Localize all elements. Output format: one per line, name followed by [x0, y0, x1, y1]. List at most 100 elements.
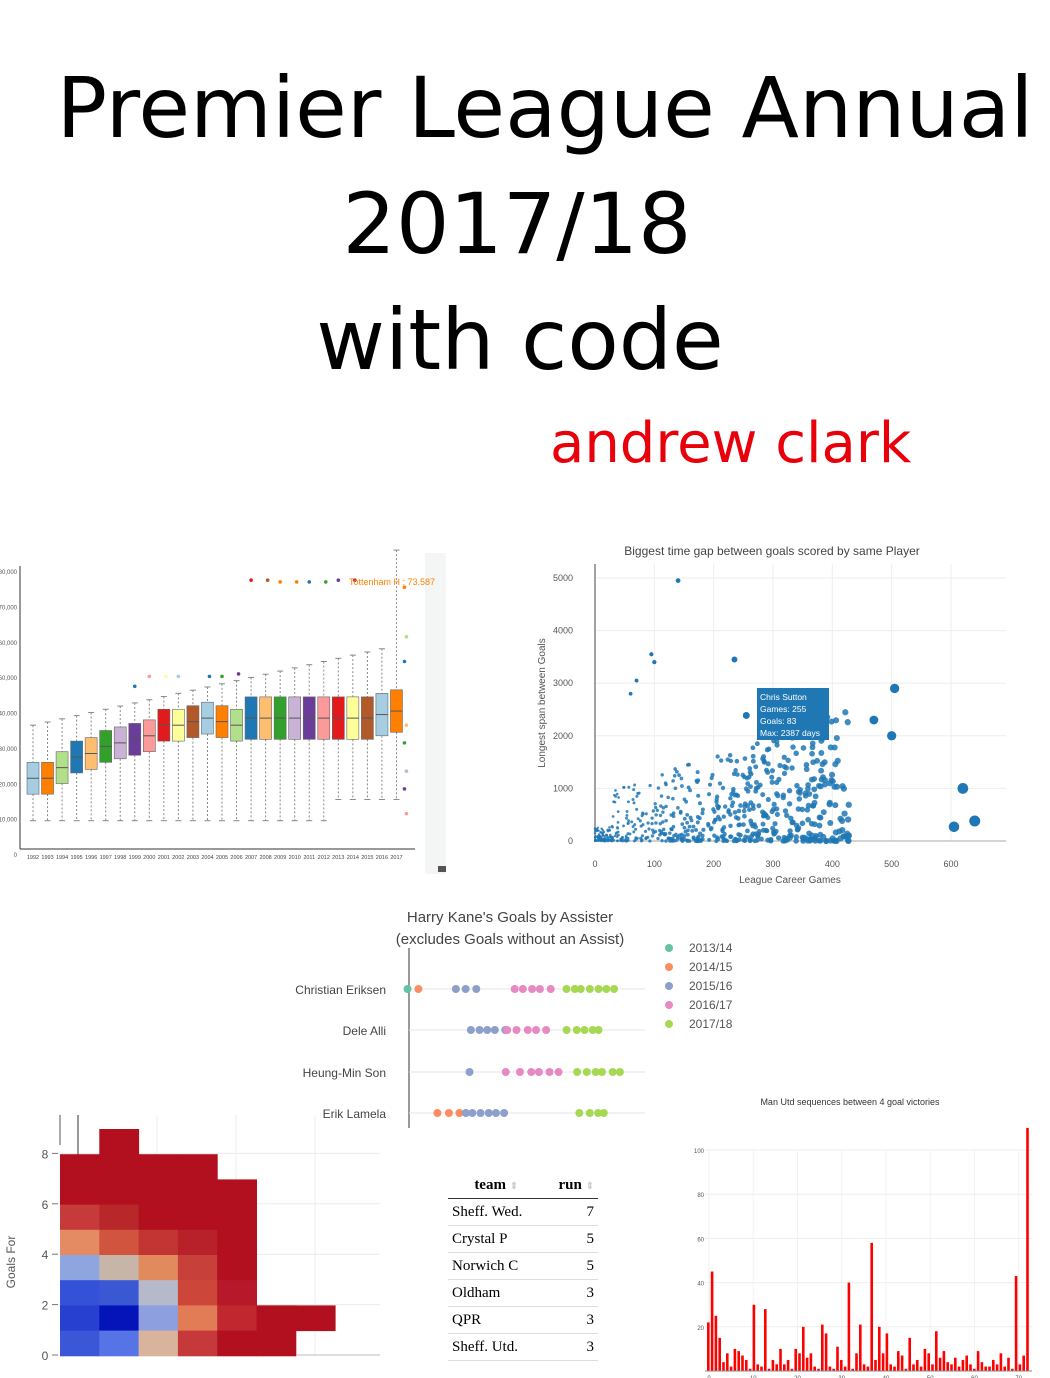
bars-y-tick: 80	[697, 1193, 704, 1199]
scatter-point	[753, 764, 759, 770]
scatter-point	[649, 652, 654, 657]
bar	[870, 1242, 873, 1371]
scatter-point	[730, 800, 736, 805]
scatter-point	[772, 830, 778, 836]
scatter-point	[606, 829, 610, 833]
bar	[885, 1333, 889, 1371]
sort-icon[interactable]: ⇕	[585, 1180, 594, 1192]
scatter-point	[709, 775, 714, 781]
scatter-point	[769, 779, 775, 785]
bar	[843, 1366, 847, 1371]
scatter-point	[662, 832, 666, 836]
bar	[718, 1337, 721, 1371]
scatter-point	[712, 833, 717, 838]
runs-col-team[interactable]: team ⇕	[448, 1172, 545, 1199]
heatmap-y-tick: 2	[42, 1299, 49, 1313]
bar	[912, 1364, 915, 1371]
scatter-point	[812, 793, 819, 800]
scatter-point	[728, 796, 733, 801]
scatter-point	[793, 838, 799, 844]
boxplot-x-tick: 1994	[56, 855, 68, 861]
cell-run: 3	[544, 1306, 598, 1334]
scatter-point	[658, 813, 663, 818]
scatter-point	[769, 774, 775, 780]
scatter-point	[640, 834, 645, 838]
scatter-point	[810, 802, 816, 809]
scatter-point	[626, 822, 630, 825]
scatter-point	[711, 820, 717, 825]
heatmap-cell	[256, 1330, 297, 1357]
scatter-point	[683, 829, 688, 834]
dotplot-goal-dot	[535, 985, 544, 993]
bars-title: Man Utd sequences between 4 goal victori…	[760, 1097, 940, 1107]
dotplot-goal-dot	[576, 985, 585, 993]
boxplot-x-tick: 2010	[289, 855, 301, 861]
scatter-point	[811, 786, 818, 793]
dotplot-goal-dot	[500, 1109, 509, 1117]
bar	[954, 1357, 957, 1371]
dotplot-goal-dot	[527, 1068, 536, 1076]
scatter-point	[887, 731, 897, 741]
scatter-point	[685, 762, 690, 767]
boxplot-x-tick: 1995	[70, 855, 82, 861]
scatter-y-tick: 4000	[553, 626, 573, 636]
scatter-point	[831, 744, 838, 751]
scatter-highlight-point	[742, 711, 750, 719]
scatter-point	[617, 796, 620, 799]
scatter-point	[634, 678, 639, 683]
heatmap-cell	[60, 1154, 100, 1180]
scatter-point	[811, 776, 818, 782]
heatmap-cell	[217, 1330, 257, 1357]
dotplot-goal-dot	[476, 1109, 485, 1117]
scatter-point	[785, 757, 791, 764]
scatter-point	[682, 833, 687, 838]
scatter-point	[685, 820, 690, 825]
scatter-point	[635, 807, 639, 811]
scatter-point	[734, 758, 740, 764]
scatter-point	[812, 832, 819, 839]
dotplot-goal-dot	[523, 1026, 532, 1034]
boxplot-x-tick: 1998	[114, 855, 126, 861]
scatter-tooltip: Chris Sutton Games: 255 Goals: 83 Max: 2…	[757, 688, 829, 740]
scatter-point	[679, 838, 684, 842]
scatter-point	[625, 816, 628, 820]
scatter-point	[613, 834, 617, 838]
dotplot-subtitle: (excludes Goals without an Assist)	[396, 931, 624, 948]
attendance-boxplot: 80,000 70,000 60,000 50,000 40,000 30,000 20,0…	[0, 549, 446, 874]
scatter-point	[707, 782, 713, 787]
heatmap-cell	[177, 1154, 218, 1180]
scatter-point	[666, 795, 670, 800]
scatter-point	[624, 836, 628, 840]
dotplot-goal-dot	[554, 1068, 563, 1076]
scatter-point	[754, 837, 760, 843]
dotplot-goal-dot	[503, 1026, 512, 1034]
table-row: Sheff. Utd. 3	[448, 1333, 598, 1361]
scatter-point	[630, 820, 634, 824]
scatter-point	[608, 826, 611, 829]
dotplot-goal-dot	[510, 985, 519, 993]
runs-col-run[interactable]: run ⇕	[544, 1172, 598, 1199]
bar	[995, 1364, 999, 1371]
scatter-point	[744, 775, 750, 781]
legend-dot-2013/14	[665, 944, 673, 952]
scatter-tooltip-box	[757, 688, 829, 740]
scatter-point	[625, 813, 629, 817]
scatter-point	[641, 812, 645, 816]
bar	[980, 1362, 984, 1371]
scatter-point	[700, 833, 705, 838]
boxplot-scroll-handle[interactable]	[438, 866, 446, 872]
bar	[1018, 1364, 1022, 1371]
author-name: andrew clark	[550, 411, 912, 476]
scatter-point	[764, 747, 770, 753]
bar	[889, 1364, 892, 1371]
scatter-point	[803, 766, 810, 773]
scatter-point	[660, 773, 664, 777]
scatter-point	[671, 814, 676, 819]
dotplot-goal-dot	[582, 1068, 591, 1076]
legend-label: 2016/17	[689, 998, 733, 1012]
bar	[710, 1271, 714, 1371]
scatter-point	[706, 821, 711, 827]
boxplot-y-tick: 20,000	[0, 782, 18, 788]
table-row: Sheff. Wed. 7	[448, 1198, 598, 1226]
sort-icon[interactable]: ⇕	[509, 1180, 519, 1192]
